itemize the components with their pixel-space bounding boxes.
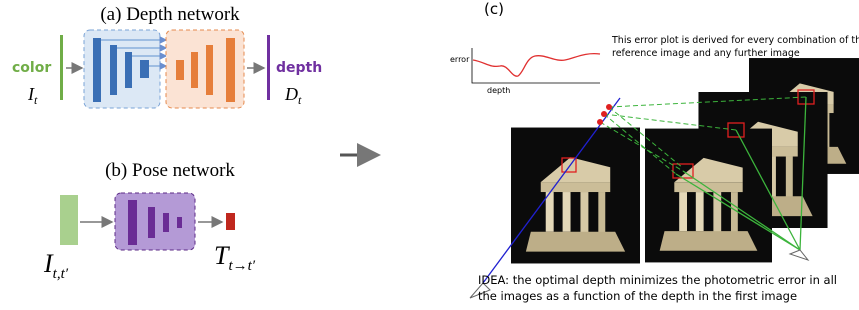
photo xyxy=(511,128,640,264)
error-curve xyxy=(473,54,600,77)
subscript: t xyxy=(34,93,38,107)
output-label: depth xyxy=(276,60,322,76)
input-bar xyxy=(60,35,63,100)
output-bar xyxy=(267,35,270,100)
plot-x-label: depth xyxy=(487,86,510,95)
panel-b-title: (b) Pose network xyxy=(105,160,235,181)
panel-c-label: (c) xyxy=(484,0,504,18)
figure: (a) Depth network color It depth Dt (b) … xyxy=(0,0,859,310)
pose-output xyxy=(226,213,235,230)
pose-input-symbol: It,t′ xyxy=(43,249,69,282)
photo xyxy=(645,129,772,263)
input-symbol: It xyxy=(27,84,38,107)
idea-line: IDEA: the optimal depth minimizes the ph… xyxy=(478,273,837,287)
note-line: reference image and any further image xyxy=(612,48,800,59)
pose-output-symbol: Tt→t′ xyxy=(214,241,256,274)
input-label: color xyxy=(12,60,51,76)
idea-line: the images as a function of the depth in… xyxy=(478,289,797,303)
camera-eye xyxy=(790,250,808,260)
subscript: t,t′ xyxy=(53,266,69,282)
panel-a-title: (a) Depth network xyxy=(100,4,240,25)
subscript: t→t′ xyxy=(228,258,255,274)
input-images xyxy=(60,195,78,245)
plot-y-label: error xyxy=(450,55,470,64)
note-line: This error plot is derived for every com… xyxy=(611,35,859,46)
subscript: t xyxy=(298,93,302,107)
symbol: D xyxy=(284,84,298,104)
depth-samples xyxy=(597,104,612,125)
output-symbol: Dt xyxy=(284,84,302,107)
